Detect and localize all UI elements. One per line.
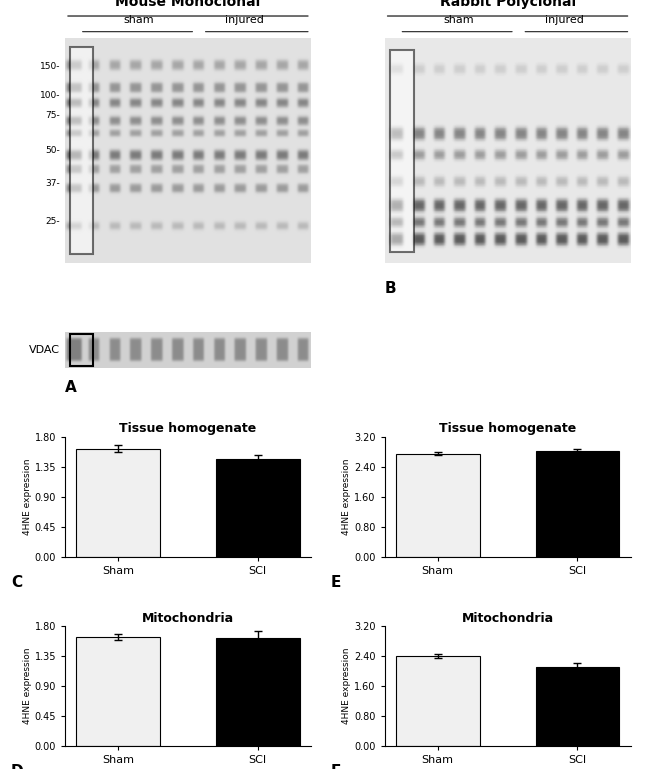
Bar (70, 334, 94, 366)
Bar (536, 451, 619, 557)
Title: Tissue homogenate: Tissue homogenate (439, 422, 576, 435)
Bar (216, 638, 300, 746)
Text: 37-: 37- (46, 178, 60, 188)
Y-axis label: 4HNE expression: 4HNE expression (343, 458, 351, 535)
Text: Mouse Monoclonal: Mouse Monoclonal (115, 0, 261, 9)
Text: injured: injured (225, 15, 264, 25)
Text: C: C (11, 575, 22, 590)
Title: Tissue homogenate: Tissue homogenate (120, 422, 257, 435)
Bar (536, 667, 619, 746)
Bar (70, 48, 94, 254)
Bar (216, 458, 300, 557)
Bar (396, 454, 480, 557)
Text: injured: injured (545, 15, 584, 25)
Bar (76, 637, 160, 746)
Text: 75-: 75- (46, 112, 60, 121)
Y-axis label: 4HNE expression: 4HNE expression (343, 647, 351, 724)
Text: F: F (331, 764, 341, 769)
Text: E: E (331, 575, 341, 590)
Y-axis label: 4HNE expression: 4HNE expression (23, 647, 32, 724)
Text: B: B (385, 281, 396, 296)
Bar (389, 50, 414, 251)
Text: A: A (65, 381, 77, 395)
Text: 25-: 25- (46, 217, 60, 226)
Text: Rabbit Polyclonal: Rabbit Polyclonal (439, 0, 576, 9)
Title: Mitochondria: Mitochondria (142, 611, 234, 624)
Bar (396, 656, 480, 746)
Text: VDAC: VDAC (29, 345, 60, 355)
Text: sham: sham (443, 15, 474, 25)
Y-axis label: 4HNE expression: 4HNE expression (23, 458, 32, 535)
Text: 150-: 150- (40, 62, 60, 71)
Bar (76, 448, 160, 557)
Text: 50-: 50- (46, 146, 60, 155)
Title: Mitochondria: Mitochondria (462, 611, 554, 624)
Text: sham: sham (124, 15, 154, 25)
Text: 100-: 100- (40, 92, 60, 100)
Text: D: D (11, 764, 23, 769)
